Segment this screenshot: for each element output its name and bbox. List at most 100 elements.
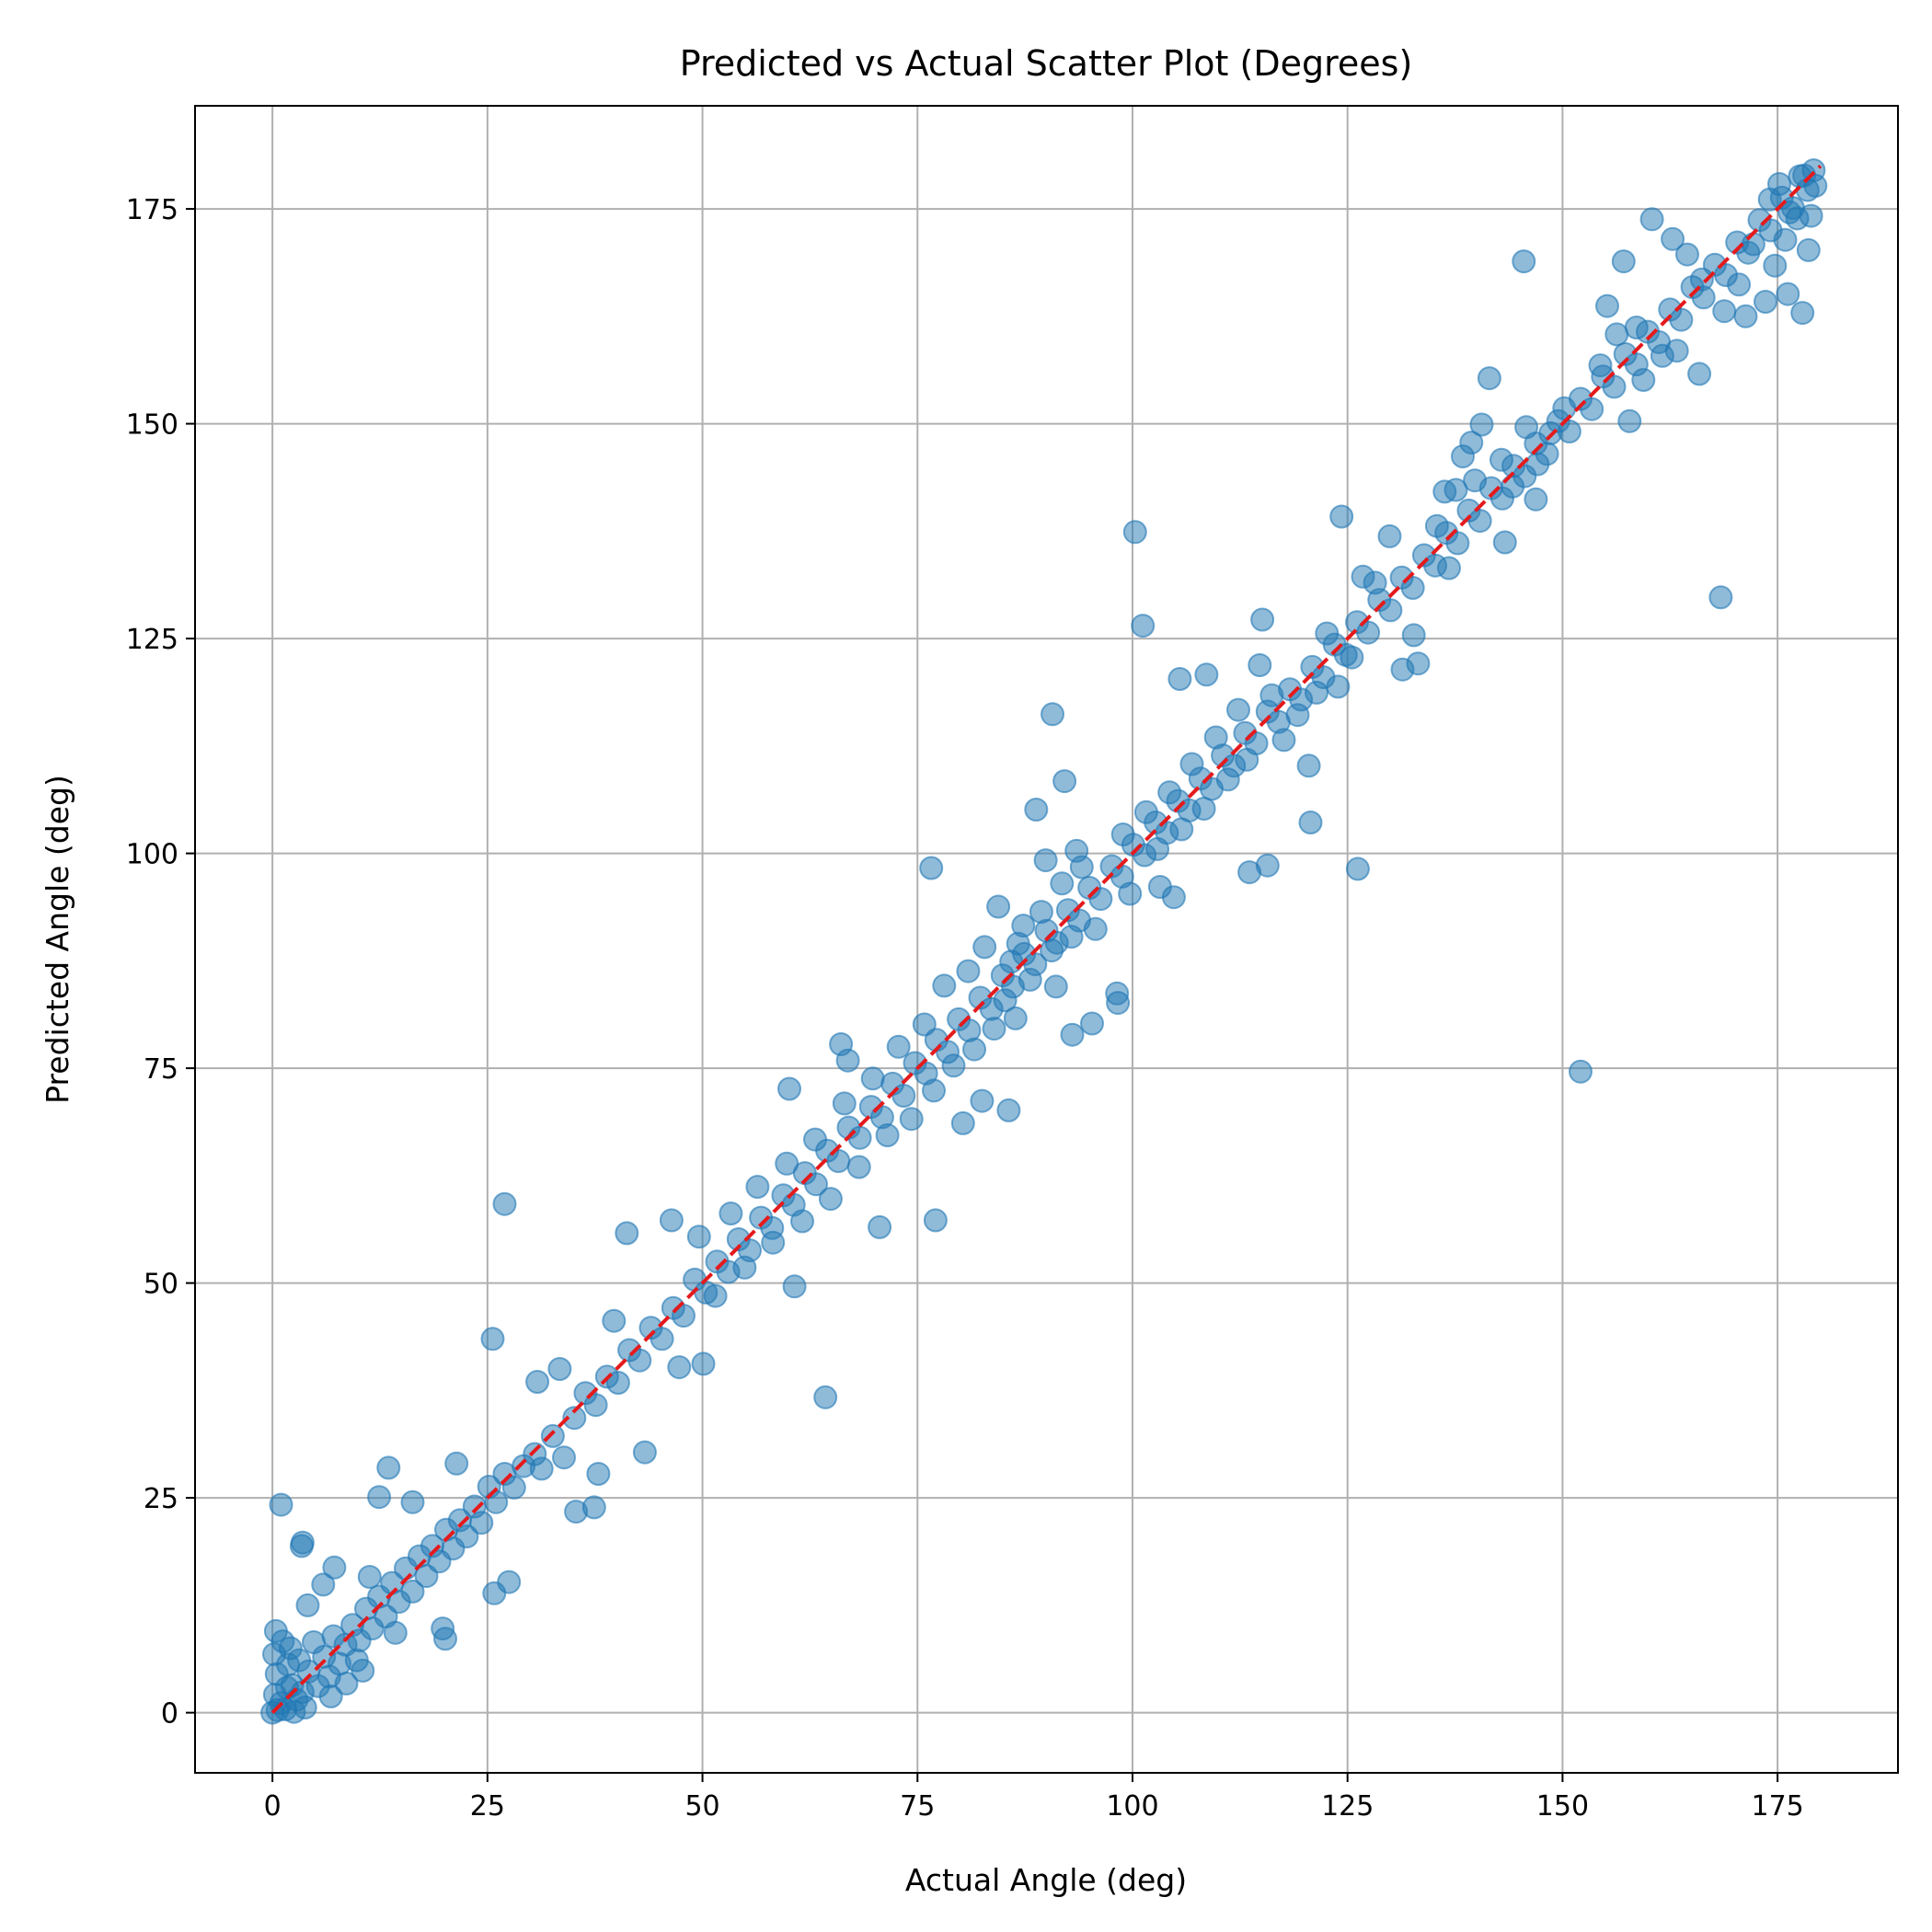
data-point [775,1151,799,1176]
data-point [492,1191,517,1216]
data-point [732,1255,757,1280]
data-point [1708,585,1733,610]
data-point [1451,444,1475,469]
data-point [1788,164,1812,189]
data-point [846,1155,871,1179]
data-point [311,1572,336,1597]
data-point [269,1492,293,1517]
data-point [650,1327,674,1351]
data-point [1203,725,1228,750]
data-point [745,1175,770,1199]
data-point [1215,767,1240,792]
data-point [1790,301,1815,326]
data-point [1401,623,1426,648]
data-point [1024,798,1049,822]
data-point [1675,242,1699,267]
data-point [1512,249,1536,274]
y-tick-label: 125 [126,624,178,656]
data-point [1639,207,1664,232]
data-point [529,1456,554,1481]
data-point [847,1125,872,1150]
data-point [691,1351,716,1376]
data-point [1469,412,1494,437]
data-point [1033,848,1058,873]
data-point [1040,938,1064,963]
data-point [1580,397,1604,421]
y-tick-label: 100 [126,839,178,871]
data-point [899,1107,924,1132]
data-point [922,1078,946,1103]
data-point [293,1696,317,1719]
data-point [1489,447,1513,472]
data-point [1400,576,1425,600]
data-point [318,1684,343,1708]
data-point [1167,667,1192,691]
data-point [956,959,981,983]
y-tick-label: 50 [144,1269,178,1301]
gridlines [195,106,1898,1773]
data-point [1624,316,1649,339]
data-point [667,1355,692,1380]
data-point [627,1348,652,1373]
data-point [790,1209,814,1234]
data-point [982,1017,1006,1041]
data-point [1271,728,1296,753]
data-point [996,1098,1021,1122]
data-point [1083,916,1108,941]
reference-line [270,164,1823,1715]
data-point [581,1495,606,1520]
data-point [322,1555,347,1580]
data-point [1106,991,1131,1016]
data-point [941,1053,966,1078]
data-point [891,1084,916,1108]
data-point [480,1327,505,1351]
x-axis-ticks: 0 25 50 75 100 125 150 175 [264,1773,1804,1823]
data-point [777,1076,801,1101]
data-point [1157,780,1182,805]
data-point [1298,811,1323,834]
data-point [632,1440,657,1465]
data-point [1145,836,1170,861]
data-point [1595,293,1619,318]
data-point [1611,249,1636,274]
data-point [1443,477,1468,502]
data-point [970,1088,995,1113]
data-point [1617,408,1642,433]
data-point [1122,520,1147,545]
data-point [1351,564,1375,589]
data-point [1169,817,1194,842]
data-point [1043,974,1068,999]
data-point [540,1423,565,1448]
data-point [605,1371,630,1395]
data-point [1569,1059,1593,1084]
y-tick-label: 75 [144,1053,178,1086]
plot-frame [194,105,1899,1774]
data-point [501,1475,526,1500]
data-point [1727,272,1752,297]
data-point [1406,651,1431,676]
data-point [1235,747,1259,772]
data-point [383,1620,408,1645]
data-point [1525,452,1550,477]
data-point [583,1393,608,1418]
data-point [761,1230,786,1255]
data-point [1052,769,1077,794]
data-point [1329,504,1354,529]
x-tick-label: 150 [1536,1790,1589,1823]
data-point [1179,752,1204,776]
data-point [1631,368,1656,392]
data-point [686,1225,711,1249]
data-point [376,1455,401,1480]
data-point [782,1274,807,1299]
data-point [433,1627,457,1651]
data-point [525,1370,550,1394]
data-point [1757,187,1782,212]
data-point [334,1671,359,1696]
data-point [986,894,1011,919]
data-point [1689,267,1714,292]
data-point [1080,1011,1104,1036]
data-point [1296,753,1321,778]
y-tick-label: 175 [126,194,178,226]
